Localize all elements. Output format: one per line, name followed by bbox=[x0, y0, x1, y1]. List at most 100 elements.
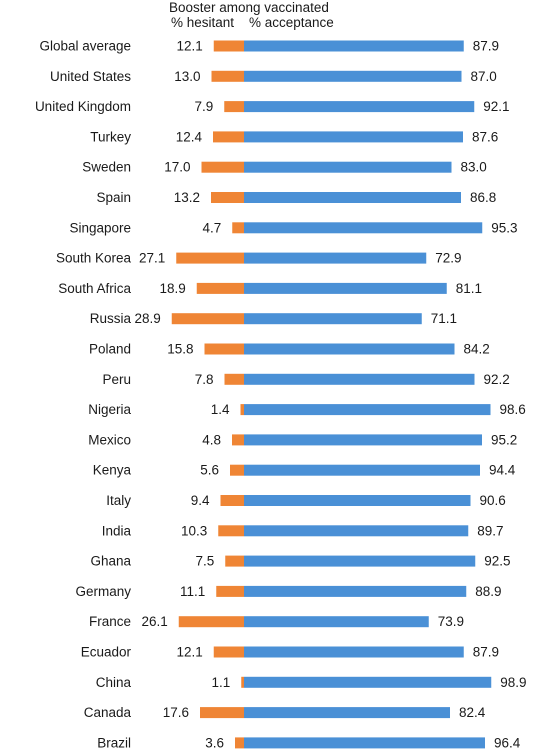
acceptance-value-label: 89.7 bbox=[477, 523, 503, 538]
hesitant-bar bbox=[211, 70, 244, 82]
acceptance-value-label: 82.4 bbox=[459, 705, 486, 720]
hesitant-value-label: 28.9 bbox=[134, 311, 160, 326]
acceptance-bar bbox=[244, 434, 482, 446]
hesitant-value-label: 15.8 bbox=[167, 342, 193, 357]
hesitant-column-header: % hesitant bbox=[171, 15, 235, 30]
acceptance-value-label: 73.9 bbox=[438, 614, 464, 629]
acceptance-bar bbox=[244, 404, 491, 416]
hesitant-value-label: 7.5 bbox=[195, 554, 214, 569]
hesitant-bar bbox=[224, 373, 244, 385]
category-label: United States bbox=[50, 69, 131, 84]
category-label: India bbox=[102, 523, 132, 538]
acceptance-bar bbox=[244, 70, 462, 82]
category-label: Global average bbox=[39, 39, 131, 54]
category-label: Kenya bbox=[93, 463, 132, 478]
hesitant-bar bbox=[241, 676, 244, 688]
category-label: South Africa bbox=[58, 281, 131, 296]
acceptance-bar bbox=[244, 737, 485, 749]
hesitant-value-label: 26.1 bbox=[141, 614, 167, 629]
acceptance-bar bbox=[244, 585, 467, 597]
category-label: Italy bbox=[106, 493, 131, 508]
acceptance-bar bbox=[244, 101, 475, 113]
acceptance-value-label: 96.4 bbox=[494, 735, 521, 750]
hesitant-value-label: 13.0 bbox=[174, 69, 200, 84]
acceptance-value-label: 71.1 bbox=[431, 311, 457, 326]
hesitant-value-label: 3.6 bbox=[205, 735, 224, 750]
hesitant-value-label: 4.8 bbox=[202, 432, 221, 447]
category-label: Turkey bbox=[90, 129, 131, 144]
hesitant-value-label: 7.9 bbox=[194, 99, 213, 114]
acceptance-bar bbox=[244, 282, 447, 294]
acceptance-bar bbox=[244, 525, 469, 537]
hesitant-bar bbox=[218, 525, 244, 537]
acceptance-value-label: 90.6 bbox=[480, 493, 506, 508]
acceptance-value-label: 81.1 bbox=[456, 281, 482, 296]
acceptance-bar bbox=[244, 616, 429, 628]
acceptance-value-label: 92.5 bbox=[484, 554, 510, 569]
category-label: Germany bbox=[75, 584, 131, 599]
category-label: United Kingdom bbox=[35, 99, 131, 114]
hesitant-value-label: 10.3 bbox=[181, 523, 207, 538]
acceptance-bar bbox=[244, 161, 452, 173]
hesitant-bar bbox=[196, 282, 244, 294]
acceptance-value-label: 92.1 bbox=[483, 99, 509, 114]
acceptance-value-label: 87.9 bbox=[473, 645, 499, 660]
category-label: South Korea bbox=[56, 251, 132, 266]
acceptance-bar bbox=[244, 555, 476, 567]
category-label: Spain bbox=[96, 190, 131, 205]
hesitant-bar bbox=[232, 434, 244, 446]
hesitant-value-label: 12.4 bbox=[176, 129, 203, 144]
hesitant-value-label: 11.1 bbox=[180, 584, 205, 599]
category-label: Brazil bbox=[97, 735, 131, 750]
hesitant-bar bbox=[171, 313, 244, 325]
hesitant-bar bbox=[213, 646, 244, 658]
hesitant-bar bbox=[178, 616, 244, 628]
category-label: China bbox=[96, 675, 132, 690]
hesitant-value-label: 27.1 bbox=[139, 251, 165, 266]
chart-header-title: Booster among vaccinated bbox=[169, 0, 329, 15]
acceptance-value-label: 87.9 bbox=[473, 39, 499, 54]
category-label: Peru bbox=[102, 372, 131, 387]
acceptance-bar bbox=[244, 676, 492, 688]
hesitant-bar bbox=[176, 252, 244, 264]
hesitant-bar bbox=[225, 555, 244, 567]
category-label: Mexico bbox=[88, 432, 131, 447]
acceptance-bar bbox=[244, 343, 455, 355]
acceptance-bar bbox=[244, 192, 461, 203]
category-label: Poland bbox=[89, 342, 131, 357]
acceptance-bar bbox=[244, 131, 463, 143]
acceptance-bar bbox=[244, 252, 427, 264]
hesitant-bar bbox=[232, 222, 244, 234]
hesitant-bar bbox=[213, 40, 244, 52]
hesitant-bar bbox=[240, 404, 244, 416]
acceptance-bar bbox=[244, 222, 483, 234]
acceptance-bar bbox=[244, 464, 480, 476]
category-label: Singapore bbox=[69, 220, 131, 235]
acceptance-value-label: 84.2 bbox=[464, 342, 490, 357]
category-label: Ecuador bbox=[81, 645, 132, 660]
acceptance-value-label: 88.9 bbox=[475, 584, 501, 599]
acceptance-bar bbox=[244, 373, 475, 385]
hesitant-bar bbox=[220, 495, 244, 506]
hesitant-value-label: 5.6 bbox=[200, 463, 219, 478]
acceptance-value-label: 98.6 bbox=[500, 402, 526, 417]
hesitant-value-label: 7.8 bbox=[195, 372, 214, 387]
hesitant-value-label: 1.4 bbox=[211, 402, 230, 417]
acceptance-value-label: 94.4 bbox=[489, 463, 516, 478]
hesitant-value-label: 12.1 bbox=[176, 645, 202, 660]
hesitant-value-label: 4.7 bbox=[202, 220, 221, 235]
hesitant-bar bbox=[224, 101, 244, 113]
acceptance-bar bbox=[244, 40, 464, 52]
hesitant-bar bbox=[216, 585, 244, 597]
hesitant-value-label: 17.0 bbox=[164, 160, 190, 175]
acceptance-column-header: % acceptance bbox=[249, 15, 334, 30]
acceptance-value-label: 98.9 bbox=[500, 675, 526, 690]
acceptance-value-label: 72.9 bbox=[435, 251, 461, 266]
hesitant-value-label: 9.4 bbox=[191, 493, 210, 508]
hesitant-bar bbox=[201, 161, 244, 173]
category-label: Nigeria bbox=[88, 402, 131, 417]
acceptance-value-label: 86.8 bbox=[470, 190, 496, 205]
acceptance-bar bbox=[244, 707, 450, 719]
hesitant-bar bbox=[230, 464, 244, 476]
